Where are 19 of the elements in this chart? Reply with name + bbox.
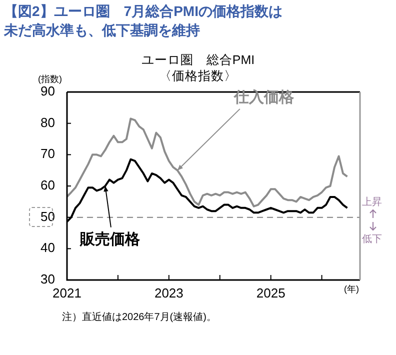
x-axis-title: (年): [344, 283, 359, 296]
text: 仕入価格: [233, 88, 296, 106]
y-tick-label: 80: [40, 114, 55, 130]
y-tick-label: 90: [40, 84, 55, 99]
chart-title: 【図2】ユーロ圏 7月総合PMIの価格指数は未だ高水準も、低下基調を維持: [4, 2, 284, 40]
text: 注）直近値は2026年7月(速報値)。: [62, 310, 216, 324]
text: 上昇: [362, 196, 382, 209]
y-tick-label: 30: [40, 272, 55, 287]
chart-subtitle: ユーロ圏 総合PMI 〈価格指数〉: [141, 53, 255, 83]
x-tick-label: 2023: [154, 285, 184, 300]
text: 低下: [362, 233, 382, 246]
y-tick-label: 50: [40, 208, 55, 224]
y-tick-label: 70: [40, 146, 55, 162]
series-label: 販売価格: [78, 231, 141, 248]
y-tick-label: 40: [40, 240, 55, 256]
x-tick-label: 2021: [52, 285, 82, 300]
y-axis-title: (指数): [38, 73, 62, 86]
x-tick-label: 2025: [256, 285, 286, 300]
y-tick-label: 60: [40, 178, 55, 193]
